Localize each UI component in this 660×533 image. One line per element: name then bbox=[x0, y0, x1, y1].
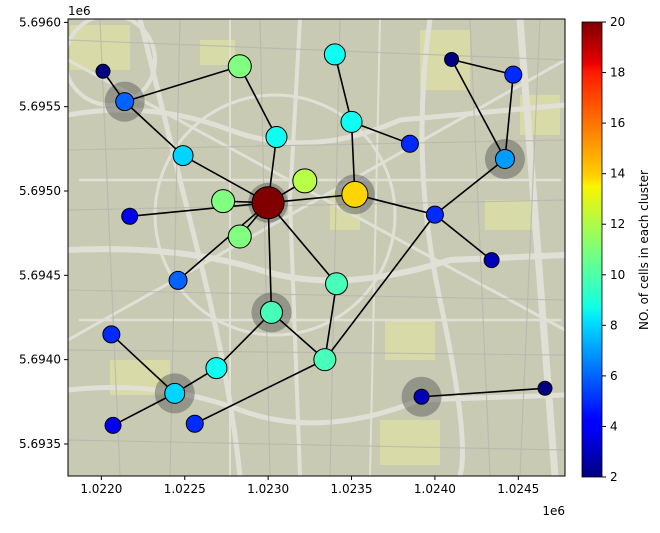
map-minor-streets bbox=[68, 19, 565, 476]
colorbar-gradient bbox=[581, 21, 603, 478]
edge-n3-n8 bbox=[239, 65, 278, 138]
edge-n2-n10 bbox=[124, 101, 184, 157]
colorbar-tick-label: 4 bbox=[610, 419, 618, 433]
y-tick-label: 5.6955 bbox=[19, 100, 61, 114]
node-n1 bbox=[95, 63, 111, 79]
node-n4 bbox=[323, 43, 346, 66]
node-n21 bbox=[325, 272, 349, 296]
x-axis: 1.0220 1.0225 1.0230 1.0235 1.0240 1.0245 bbox=[80, 476, 539, 496]
edge-n20-n15 bbox=[177, 202, 269, 281]
node-n3 bbox=[227, 54, 252, 79]
edge-n15-n22 bbox=[267, 202, 273, 313]
y-tick-label: 5.6940 bbox=[19, 353, 61, 367]
node-n7 bbox=[340, 110, 363, 133]
x-tick-label: 1.0220 bbox=[80, 482, 122, 496]
y-offset-label: 1e6 bbox=[68, 4, 91, 18]
edge-n17-n11 bbox=[434, 158, 506, 216]
colorbar: 2 4 6 8 10 12 14 16 18 20 NO. of cells in each cl… bbox=[581, 15, 651, 484]
edge-n15-n21 bbox=[267, 202, 338, 285]
y-tick-label: 5.6950 bbox=[19, 184, 61, 198]
edge-n22-n24 bbox=[270, 311, 326, 361]
node-n11 bbox=[494, 148, 515, 169]
colorbar-tick-label: 8 bbox=[610, 318, 618, 332]
node-n26 bbox=[164, 382, 186, 404]
node-n9 bbox=[400, 134, 419, 153]
x-tick-label: 1.0230 bbox=[247, 482, 289, 496]
plot-frame bbox=[67, 18, 566, 477]
edge-n13-n17 bbox=[354, 193, 436, 216]
x-tick-label: 1.0225 bbox=[164, 482, 206, 496]
colorbar-tick-label: 2 bbox=[610, 470, 618, 484]
x-tick-label: 1.0245 bbox=[497, 482, 539, 496]
node-n17 bbox=[425, 205, 444, 224]
node-n8 bbox=[265, 126, 288, 149]
node-n16 bbox=[121, 207, 139, 225]
colorbar-tick-label: 20 bbox=[610, 15, 625, 29]
x-offset-label: 1e6 bbox=[542, 504, 565, 518]
edge-n16-n15 bbox=[129, 202, 269, 218]
colorbar-tick-label: 6 bbox=[610, 369, 618, 383]
node-n2 bbox=[115, 92, 135, 112]
node-n18 bbox=[227, 224, 252, 249]
edge-n26-n23 bbox=[110, 333, 176, 394]
edge-n27-n28 bbox=[421, 387, 546, 398]
y-tick-label: 5.6960 bbox=[19, 15, 61, 29]
edge-n22-n25 bbox=[215, 311, 273, 369]
colorbar-tick-label: 18 bbox=[610, 66, 625, 80]
edge-n17-n24 bbox=[324, 214, 436, 361]
colorbar-tick-label: 14 bbox=[610, 167, 625, 181]
edge-n26-n29 bbox=[112, 392, 176, 427]
node-n13 bbox=[341, 180, 369, 208]
node-n23 bbox=[102, 325, 121, 344]
colorbar-tick-label: 16 bbox=[610, 116, 625, 130]
edge-n4-n7 bbox=[334, 54, 353, 123]
colorbar-tick-label: 12 bbox=[610, 217, 625, 231]
graph-edges bbox=[102, 54, 546, 427]
edge-n5-n6 bbox=[451, 58, 514, 76]
y-tick-label: 5.6935 bbox=[19, 437, 61, 451]
edge-n2-n3 bbox=[124, 65, 241, 103]
node-n29 bbox=[104, 416, 122, 434]
node-n27 bbox=[413, 388, 430, 405]
node-n10 bbox=[172, 145, 194, 167]
edge-n17-n19 bbox=[434, 213, 493, 261]
edge-n24-n30 bbox=[194, 358, 326, 425]
x-tick-label: 1.0240 bbox=[414, 482, 456, 496]
node-n20 bbox=[168, 270, 188, 290]
y-tick-label: 5.6945 bbox=[19, 268, 61, 282]
graph-nodes bbox=[95, 43, 553, 434]
node-n5 bbox=[444, 51, 460, 67]
y-axis: 5.6935 5.6940 5.6945 5.6950 5.6955 5.6960 bbox=[19, 15, 68, 451]
colorbar-ticks: 2 4 6 8 10 12 14 16 18 20 bbox=[602, 15, 625, 484]
colorbar-label: NO. of cells in each cluster bbox=[637, 170, 651, 330]
node-n12 bbox=[292, 168, 318, 194]
colorbar-tick-label: 10 bbox=[610, 268, 625, 282]
node-n30 bbox=[185, 414, 204, 433]
node-n6 bbox=[504, 65, 523, 84]
node-n28 bbox=[537, 380, 553, 396]
edge-n11-n6 bbox=[504, 74, 515, 160]
node-n25 bbox=[205, 357, 228, 380]
node-n14 bbox=[211, 189, 236, 214]
edge-n21-n24 bbox=[324, 283, 338, 360]
node-n22 bbox=[259, 300, 283, 324]
map-background bbox=[68, 19, 565, 476]
node-n24 bbox=[313, 348, 337, 372]
node-n15 bbox=[251, 186, 285, 220]
x-tick-label: 1.0235 bbox=[331, 482, 373, 496]
edge-n11-n5 bbox=[450, 59, 506, 160]
node-n19 bbox=[483, 252, 500, 269]
